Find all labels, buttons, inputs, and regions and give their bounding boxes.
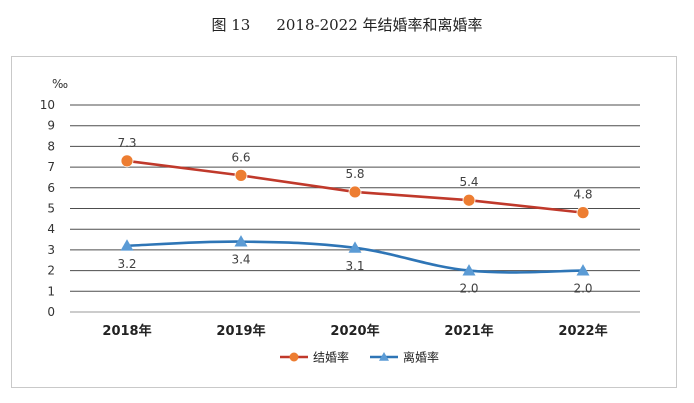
y-tick-label: 5	[47, 202, 55, 216]
legend-swatch-marker	[379, 352, 389, 361]
series-layer: 7.3 6.6 5.8 5.4 4.8 3.2 3.4 3.1 2.0 2.0	[117, 136, 592, 296]
data-point	[348, 241, 362, 253]
y-tick-label: 6	[47, 181, 55, 195]
series-2: 3.2 3.4 3.1 2.0 2.0	[117, 235, 593, 296]
legend-swatch-marker	[289, 352, 299, 362]
data-label: 7.3	[117, 136, 136, 150]
data-label: 4.8	[573, 188, 592, 202]
y-tick-label: 2	[47, 264, 55, 278]
y-tick-label: 1	[47, 284, 55, 298]
legend: 结婚率 离婚率	[280, 350, 439, 365]
data-point	[234, 168, 248, 182]
data-label: 5.4	[459, 175, 478, 189]
data-label: 3.4	[231, 253, 250, 267]
y-tick-label: 9	[47, 119, 55, 133]
data-label: 2.0	[459, 282, 478, 296]
x-tick-label: 2018年	[102, 323, 151, 339]
data-point	[120, 239, 134, 251]
x-tick-label: 2021年	[444, 323, 493, 339]
data-point	[462, 264, 476, 276]
data-label: 2.0	[573, 282, 592, 296]
x-tick-label: 2020年	[330, 323, 379, 339]
y-tick-label: 8	[47, 139, 55, 153]
data-point	[120, 154, 134, 168]
y-tick-labels: 0 1 2 3 4 5 6 7 8 9 10	[40, 98, 55, 319]
y-tick-label: 4	[47, 222, 55, 236]
legend-item-1: 结婚率	[280, 350, 349, 365]
data-point	[576, 206, 590, 220]
data-label: 5.8	[345, 167, 364, 181]
x-tick-label: 2019年	[216, 323, 265, 339]
y-tick-label: 0	[47, 305, 55, 319]
data-point	[234, 235, 248, 247]
figure-title: 图 13 2018-2022 年结婚率和离婚率	[0, 14, 694, 35]
legend-label: 离婚率	[403, 350, 439, 365]
legend-label: 结婚率	[313, 350, 349, 365]
legend-item-2: 离婚率	[370, 350, 439, 365]
data-label: 3.1	[345, 259, 364, 273]
chart-frame	[11, 56, 677, 388]
x-tick-labels: 2018年 2019年 2020年 2021年 2022年	[102, 323, 607, 339]
data-label: 6.6	[231, 150, 250, 164]
y-axis-unit-label: ‰	[52, 77, 68, 91]
figure-title-text: 2018-2022 年结婚率和离婚率	[276, 16, 483, 34]
data-point	[462, 193, 476, 207]
series-1: 7.3 6.6 5.8 5.4 4.8	[117, 136, 593, 220]
figure-number: 图 13	[211, 16, 251, 34]
y-tick-label: 7	[47, 160, 55, 174]
data-point	[576, 264, 590, 276]
data-label: 3.2	[117, 257, 136, 271]
x-tick-label: 2022年	[558, 323, 607, 339]
y-tick-label: 3	[47, 243, 55, 257]
y-tick-label: 10	[40, 98, 55, 112]
data-point	[348, 185, 362, 199]
